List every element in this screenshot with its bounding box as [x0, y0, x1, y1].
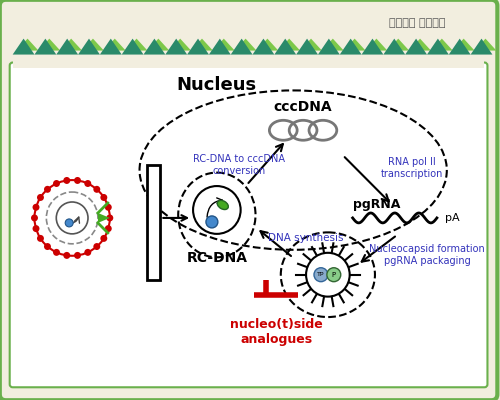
- Circle shape: [53, 180, 60, 187]
- Polygon shape: [38, 39, 60, 50]
- Circle shape: [64, 252, 70, 259]
- Polygon shape: [470, 39, 492, 54]
- Polygon shape: [170, 39, 191, 50]
- Circle shape: [100, 194, 107, 201]
- Polygon shape: [100, 39, 122, 54]
- Circle shape: [37, 194, 44, 201]
- Circle shape: [44, 243, 51, 250]
- Polygon shape: [252, 39, 274, 54]
- Circle shape: [84, 180, 91, 187]
- Polygon shape: [104, 39, 126, 50]
- Polygon shape: [34, 39, 56, 54]
- Polygon shape: [344, 39, 365, 50]
- Polygon shape: [366, 39, 388, 50]
- Ellipse shape: [218, 200, 228, 210]
- Bar: [12, 13, 484, 68]
- Circle shape: [84, 249, 91, 256]
- Text: Nucleus: Nucleus: [177, 76, 257, 94]
- Circle shape: [53, 249, 60, 256]
- Polygon shape: [296, 39, 318, 54]
- Circle shape: [94, 243, 100, 250]
- Text: RNA pol II
transcription: RNA pol II transcription: [381, 157, 444, 179]
- Polygon shape: [126, 39, 148, 50]
- Text: RC-DNA: RC-DNA: [186, 251, 248, 265]
- Polygon shape: [278, 39, 300, 50]
- Circle shape: [105, 225, 112, 232]
- Circle shape: [32, 204, 40, 211]
- Circle shape: [106, 214, 114, 222]
- Polygon shape: [256, 39, 278, 50]
- Polygon shape: [388, 39, 409, 50]
- Text: pA: pA: [445, 213, 460, 223]
- Polygon shape: [340, 39, 361, 54]
- Polygon shape: [98, 213, 110, 223]
- Polygon shape: [122, 39, 144, 54]
- Polygon shape: [384, 39, 405, 54]
- Text: Nucleocapsid formation
pgRNA packaging: Nucleocapsid formation pgRNA packaging: [369, 244, 485, 266]
- Circle shape: [327, 268, 341, 282]
- Polygon shape: [474, 39, 496, 50]
- Text: pgRNA: pgRNA: [352, 198, 400, 212]
- Polygon shape: [166, 39, 187, 54]
- Circle shape: [206, 216, 218, 228]
- Polygon shape: [453, 39, 474, 50]
- Circle shape: [306, 253, 350, 297]
- Polygon shape: [362, 39, 384, 54]
- Polygon shape: [300, 39, 322, 50]
- Circle shape: [105, 204, 112, 211]
- Polygon shape: [274, 39, 296, 54]
- Polygon shape: [496, 39, 500, 50]
- Polygon shape: [148, 39, 170, 50]
- Polygon shape: [427, 39, 449, 54]
- Polygon shape: [405, 39, 427, 54]
- Polygon shape: [191, 39, 213, 50]
- Circle shape: [64, 177, 70, 184]
- Text: RC-DNA to cccDNA
conversion: RC-DNA to cccDNA conversion: [192, 154, 284, 176]
- Circle shape: [37, 235, 44, 242]
- Polygon shape: [78, 39, 100, 54]
- Polygon shape: [449, 39, 470, 54]
- Text: TP: TP: [317, 272, 324, 277]
- Polygon shape: [144, 39, 166, 54]
- Polygon shape: [82, 39, 104, 50]
- Circle shape: [44, 186, 51, 193]
- Polygon shape: [187, 39, 209, 54]
- Text: cccDNA: cccDNA: [274, 100, 332, 114]
- Circle shape: [100, 235, 107, 242]
- Polygon shape: [409, 39, 431, 50]
- Circle shape: [314, 268, 328, 282]
- Circle shape: [74, 252, 81, 259]
- Circle shape: [65, 219, 73, 227]
- Polygon shape: [322, 39, 344, 50]
- Polygon shape: [234, 39, 256, 50]
- Text: 맹그로브 생활건강: 맹그로브 생활건강: [389, 18, 446, 28]
- Polygon shape: [16, 39, 38, 50]
- Polygon shape: [56, 39, 78, 54]
- Circle shape: [32, 225, 40, 232]
- FancyBboxPatch shape: [10, 62, 488, 387]
- Polygon shape: [213, 39, 234, 50]
- Text: nucleo(t)side
analogues: nucleo(t)side analogues: [230, 318, 322, 346]
- Polygon shape: [230, 39, 252, 54]
- Text: DNA synthesis: DNA synthesis: [268, 233, 344, 243]
- Circle shape: [31, 214, 38, 222]
- Circle shape: [94, 186, 100, 193]
- Polygon shape: [209, 39, 231, 54]
- Polygon shape: [318, 39, 340, 54]
- Circle shape: [74, 177, 81, 184]
- Text: P: P: [332, 272, 336, 278]
- Polygon shape: [12, 39, 34, 54]
- Polygon shape: [60, 39, 82, 50]
- Polygon shape: [431, 39, 453, 50]
- Bar: [148, 165, 160, 280]
